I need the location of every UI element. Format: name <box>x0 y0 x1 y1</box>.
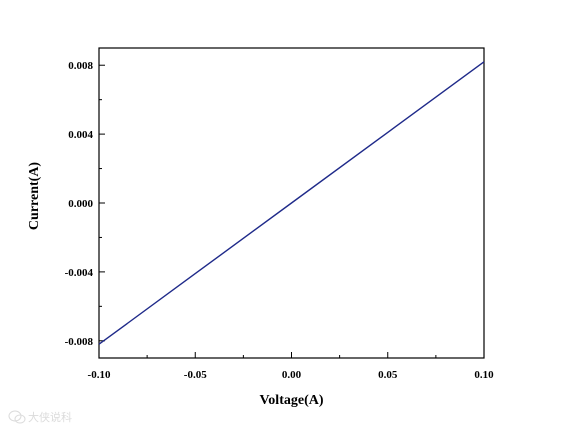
y-axis-title: Current(A) <box>27 162 42 231</box>
y-tick-label: -0.004 <box>65 267 94 279</box>
y-axis-ticks: -0.008 -0.004 0.000 0.004 0.008 <box>65 60 105 348</box>
series-group <box>98 61 485 345</box>
y-tick-label: -0.008 <box>65 336 94 348</box>
x-axis-ticks: -0.10 -0.05 0.00 0.05 0.10 <box>88 352 494 381</box>
x-tick-label: -0.10 <box>88 369 111 381</box>
x-tick-label: -0.05 <box>184 369 207 381</box>
x-tick-label: 0.10 <box>474 369 494 381</box>
y-tick-label: 0.004 <box>68 129 93 141</box>
y-tick-label: 0.008 <box>68 60 93 72</box>
x-tick-label: 0.00 <box>282 369 302 381</box>
watermark-text: 大侠说科 <box>28 410 72 424</box>
watermark-logo: 大侠说科 <box>8 410 72 424</box>
series-line <box>98 61 485 345</box>
x-tick-label: 0.05 <box>378 369 398 381</box>
x-axis-title: Voltage(A) <box>259 393 323 408</box>
wechat-logo-icon <box>8 410 26 424</box>
y-tick-label: 0.000 <box>68 198 93 210</box>
